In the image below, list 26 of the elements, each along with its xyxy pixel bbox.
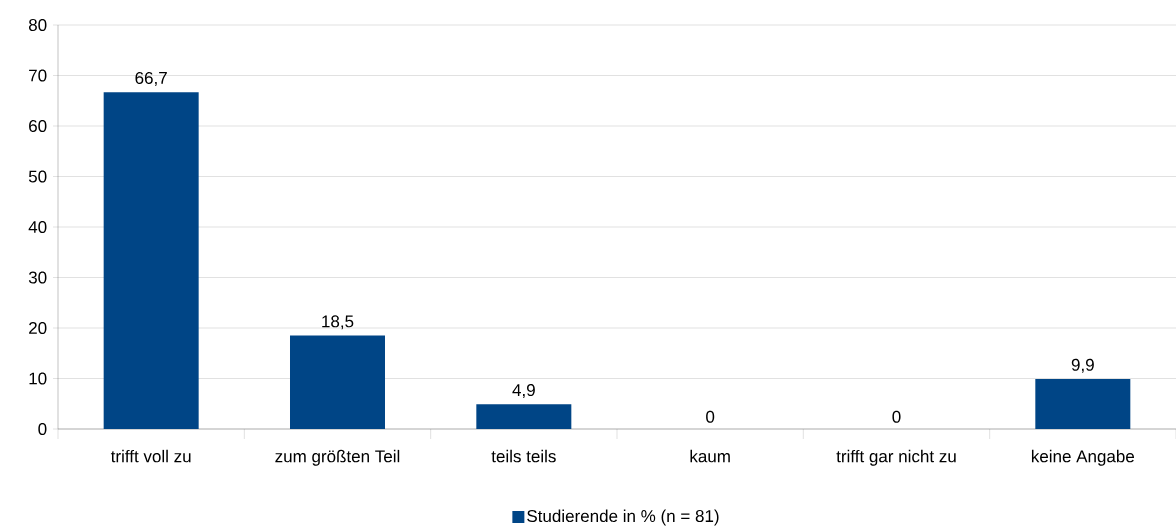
x-tick-label: trifft voll zu (110, 449, 191, 463)
y-tick-label: 20 (29, 321, 47, 335)
y-tick-label: 70 (29, 69, 47, 82)
data-label: 66,7 (135, 71, 167, 86)
bar (1035, 379, 1131, 429)
y-tick-label: 40 (28, 220, 47, 234)
x-tick-label: keine Angabe (1031, 449, 1135, 466)
y-tick-label: 50 (28, 170, 47, 183)
data-label: 18,5 (322, 315, 354, 330)
data-label: 4,9 (512, 384, 535, 399)
x-tick-label: zum größten Teil (275, 449, 400, 466)
y-tick-label: 0 (38, 422, 47, 436)
data-label: 0 (706, 410, 715, 423)
x-tick-label: kaum (690, 449, 730, 463)
y-tick-label: 60 (29, 119, 47, 133)
y-tick-label: 30 (28, 271, 47, 284)
bar (290, 335, 385, 429)
legend-label: Studierende in % (n = 81) (527, 509, 719, 526)
data-label: 0 (892, 410, 901, 423)
x-tick-label: teils teils (491, 449, 556, 463)
bar (103, 92, 199, 429)
y-tick-label: 80 (28, 18, 47, 32)
bar (476, 404, 572, 429)
data-label: 9,9 (1071, 358, 1094, 373)
y-tick-label: 10 (29, 372, 47, 385)
x-tick-label: trifft gar nicht zu (836, 449, 956, 466)
